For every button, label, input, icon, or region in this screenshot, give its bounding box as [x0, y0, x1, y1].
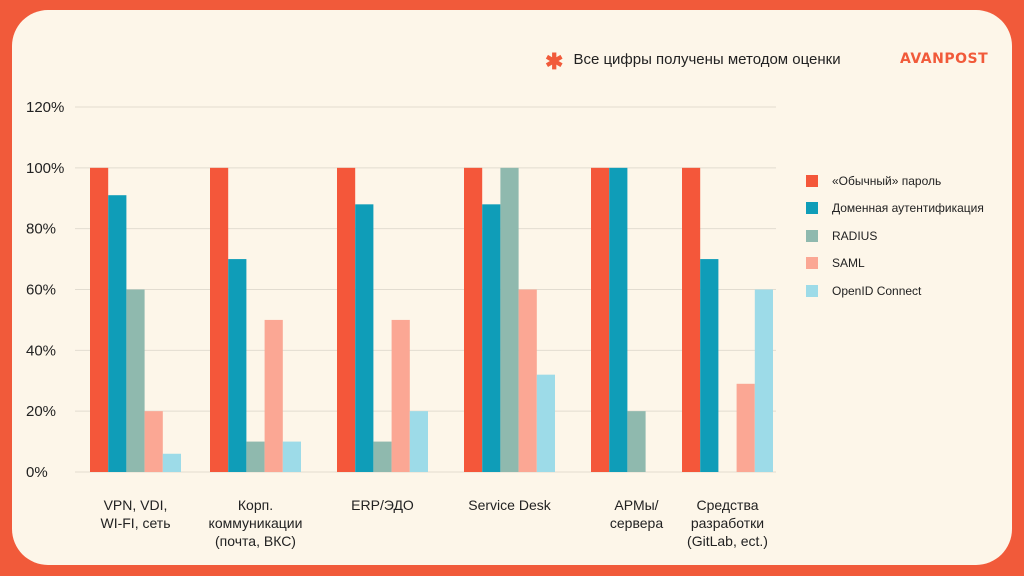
bar-5-6	[754, 289, 773, 472]
chart-legend: «Обычный» пароль Доменная аутентификация R…	[806, 167, 984, 305]
category-label: (почта, ВКС)	[215, 533, 296, 549]
bar-4-3	[391, 319, 410, 472]
bar-4-6	[736, 383, 755, 472]
legend-item: Доменная аутентификация	[806, 195, 984, 223]
y-tick-label: 0%	[26, 464, 48, 481]
estimation-note-text: Все цифры получены методом оценки	[573, 50, 841, 68]
estimation-note: ✱ Все цифры получены методом оценки	[545, 48, 841, 74]
legend-label: RADIUS	[832, 228, 878, 243]
brand-logo: AVANPOST	[900, 51, 989, 67]
bar-1-4	[464, 167, 483, 473]
category-label: (GitLab, ect.)	[687, 533, 768, 549]
bar-2-2	[228, 259, 247, 472]
legend-swatch	[806, 284, 818, 297]
bar-3-4	[500, 167, 519, 473]
y-tick-label: 80%	[26, 221, 56, 238]
bar-1-5	[591, 167, 610, 473]
bar-4-2	[264, 319, 283, 472]
bar-1-6	[682, 167, 701, 473]
category-label: Корп.	[238, 497, 273, 513]
legend-item: OpenID Connect	[806, 277, 984, 305]
y-tick-label: 20%	[26, 403, 56, 420]
bar-3-3	[373, 441, 392, 472]
asterisk-icon: ✱	[545, 49, 564, 74]
legend-swatch	[806, 174, 818, 187]
bar-1-2	[210, 167, 229, 473]
bar-5-1	[162, 453, 181, 472]
y-tick-label: 120%	[26, 99, 64, 116]
bar-3-1	[126, 289, 145, 472]
category-label: Средства	[696, 497, 758, 513]
legend-item: SAML	[806, 250, 984, 278]
y-tick-label: 60%	[26, 282, 56, 299]
legend-label: SAML	[832, 256, 865, 271]
category-label: коммуникации	[209, 515, 303, 531]
bar-5-2	[282, 441, 301, 472]
bar-3-2	[246, 441, 265, 472]
category-label: VPN, VDI,	[104, 497, 168, 513]
bar-2-3	[355, 204, 374, 473]
bar-1-3	[337, 167, 356, 473]
category-label: АРМы/	[614, 497, 658, 513]
legend-swatch	[806, 202, 818, 215]
bar-2-4	[482, 204, 501, 473]
bar-4-4	[518, 289, 537, 472]
y-tick-label: 100%	[26, 160, 64, 177]
legend-label: OpenID Connect	[832, 283, 922, 298]
category-label: WI-FI, сеть	[100, 515, 170, 531]
legend-label: «Обычный» пароль	[832, 173, 942, 188]
legend-item: RADIUS	[806, 222, 984, 250]
legend-item: «Обычный» пароль	[806, 167, 984, 195]
bar-5-4	[536, 374, 555, 472]
legend-swatch	[806, 257, 818, 270]
category-label: Service Desk	[468, 497, 551, 513]
bar-2-1	[108, 195, 127, 473]
bar-2-5	[609, 167, 628, 473]
bar-5-3	[409, 411, 428, 472]
category-label: сервера	[610, 515, 663, 531]
legend-label: Доменная аутентификация	[832, 201, 984, 216]
y-tick-label: 40%	[26, 342, 56, 359]
bar-2-6	[700, 259, 719, 472]
category-label: ERP/ЭДО	[351, 497, 414, 513]
category-label: разработки	[691, 515, 764, 531]
bar-3-5	[627, 411, 646, 472]
bar-4-1	[144, 411, 163, 472]
legend-swatch	[806, 229, 818, 242]
bar-1-1	[90, 167, 109, 473]
